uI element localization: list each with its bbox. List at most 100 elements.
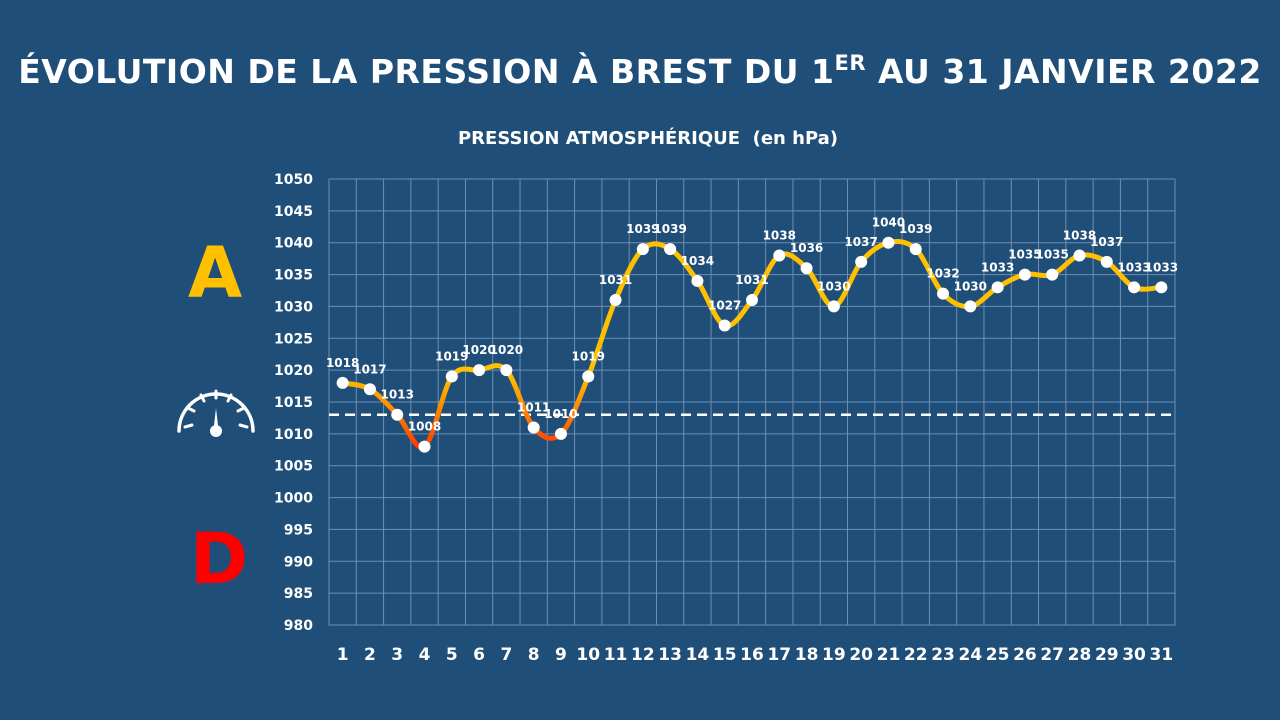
x-tick-label: 7 [500,645,512,665]
data-label: 1038 [1063,228,1096,242]
data-point [718,319,731,332]
x-tick-label: 12 [631,645,655,665]
data-label: 1039 [899,222,932,236]
data-point [1018,268,1031,281]
data-point [855,255,868,268]
data-point [1073,249,1086,262]
y-tick-label: 1040 [274,236,313,252]
data-point [800,262,813,275]
x-tick-label: 30 [1122,645,1146,665]
x-tick-label: 8 [528,645,540,665]
y-tick-label: 1020 [274,363,313,379]
data-point [336,376,349,389]
pressure-gauge-icon [177,389,255,437]
x-tick-label: 5 [446,645,458,665]
x-tick-label: 4 [419,645,431,665]
x-tick-label: 16 [740,645,764,665]
data-labels: 1018101710131008101910201020101110101019… [326,216,1178,434]
chart-title: ÉVOLUTION DE LA PRESSION À BREST DU 1ER … [18,51,1262,91]
data-label: 1033 [1145,260,1178,274]
data-point [500,364,513,377]
data-label: 1011 [517,400,550,414]
y-tick-label: 1050 [274,172,313,188]
x-tick-label: 25 [986,645,1010,665]
x-tick-label: 17 [767,645,791,665]
data-label: 1035 [1035,248,1068,262]
data-point [909,243,922,256]
data-point [937,287,950,300]
y-tick-label: 1005 [274,459,313,475]
data-label: 1008 [408,420,441,434]
data-point [991,281,1004,294]
x-tick-label: 29 [1095,645,1119,665]
data-label: 1033 [981,260,1014,274]
data-point [827,300,840,313]
data-point [664,243,677,256]
data-label: 1039 [626,222,659,236]
x-tick-label: 14 [686,645,710,665]
data-label: 1038 [763,228,796,242]
data-point [445,370,458,383]
x-tick-label: 31 [1150,645,1174,665]
data-point [1128,281,1141,294]
data-point [1046,268,1059,281]
x-tick-label: 1 [337,645,349,665]
data-point [773,249,786,262]
y-tick-label: 1015 [274,395,313,411]
y-tick-label: 985 [284,586,313,602]
data-label: 1039 [653,222,686,236]
data-point [746,294,758,307]
y-tick-label: 1000 [274,491,313,507]
data-label: 1033 [1117,260,1150,274]
data-label: 1019 [572,350,605,364]
x-axis-labels: 1 2 3 4 5 6 7 8 9 10 11 12 13 14 15 16 17 18 19 20 21 22 23 24 2… [337,645,1173,665]
data-point [363,383,376,396]
data-point [418,440,431,453]
data-label: 1037 [1090,235,1123,249]
x-tick-label: 13 [658,645,682,665]
data-label: 1019 [435,350,468,364]
data-label: 1035 [1008,248,1041,262]
data-label: 1032 [926,267,959,281]
data-label: 1010 [544,407,577,421]
data-point [609,294,622,307]
data-label: 1020 [462,343,495,357]
data-point [527,421,540,434]
x-tick-label: 11 [604,645,628,665]
x-tick-label: 21 [877,645,901,665]
y-tick-label: 1025 [274,331,313,347]
data-label: 1036 [790,241,823,255]
data-point [582,370,595,383]
x-tick-label: 15 [713,645,737,665]
data-point [636,243,649,256]
x-tick-label: 9 [555,645,567,665]
x-tick-label: 26 [1013,645,1037,665]
y-tick-label: 1030 [274,299,313,315]
x-tick-label: 23 [931,645,955,665]
y-tick-label: 980 [284,618,313,634]
data-point [554,427,567,440]
x-tick-label: 20 [849,645,873,665]
data-points [336,236,1168,453]
low-pressure-marker: D [190,518,249,600]
x-tick-label: 3 [391,645,403,665]
y-tick-label: 1035 [274,268,313,284]
data-label: 1031 [599,273,632,287]
y-tick-label: 990 [284,554,313,570]
y-tick-label: 1045 [274,204,313,220]
x-tick-label: 18 [795,645,819,665]
data-point [882,236,895,249]
data-label: 1020 [490,343,523,357]
data-label: 1013 [381,388,414,402]
x-tick-label: 10 [576,645,600,665]
y-axis-labels: 980 985 990 995 1000 1005 1010 1015 1020 1025 1030… [274,172,313,634]
y-tick-label: 1010 [274,427,313,443]
data-label: 1034 [681,254,714,268]
data-label: 1018 [326,356,359,370]
data-label: 1030 [817,279,850,293]
data-point [964,300,977,313]
data-point [691,274,704,287]
x-tick-label: 6 [473,645,485,665]
data-label: 1031 [735,273,768,287]
